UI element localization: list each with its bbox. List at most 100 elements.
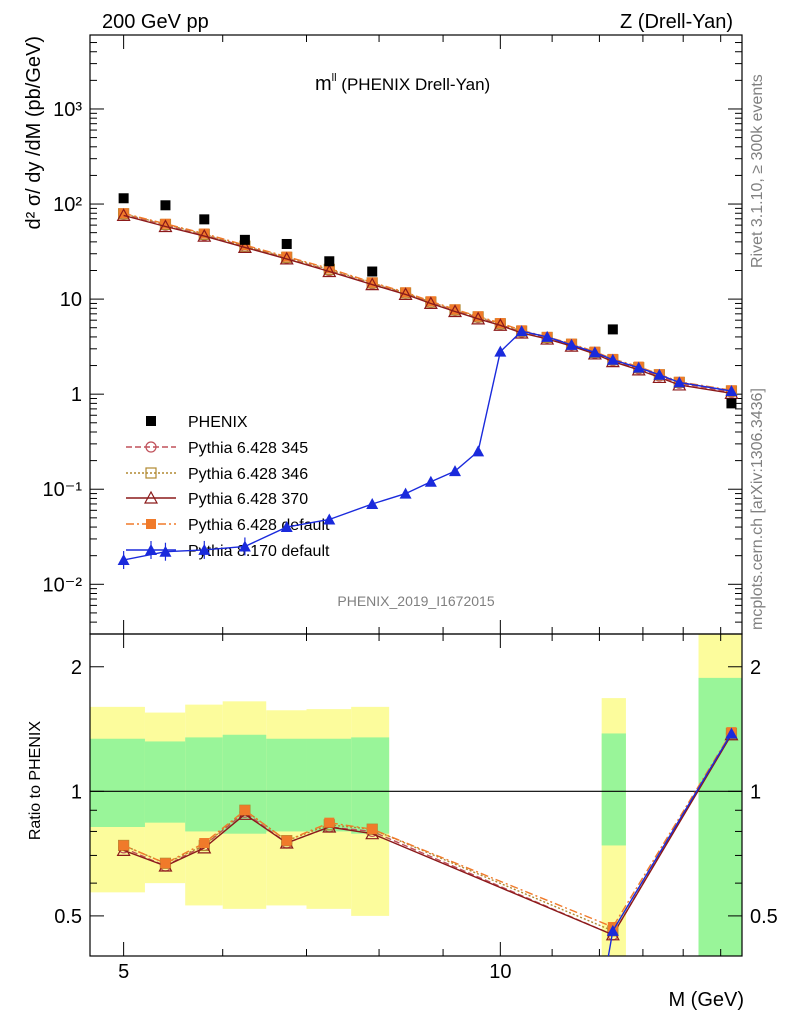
main-point-p370 <box>279 251 294 265</box>
main-point-p8 <box>449 465 462 477</box>
header-left-label: 200 GeV pp <box>102 11 209 33</box>
main-point-p8 <box>606 353 619 365</box>
ratio-point-pdef6 <box>160 858 171 869</box>
x-axis-title: M (GeV) <box>668 989 744 1011</box>
main-point-pdef6 <box>473 311 484 322</box>
main-point-pdef6 <box>495 318 506 329</box>
main-point-p8 <box>159 545 172 557</box>
ratio-point-pdef6 <box>239 805 250 816</box>
main-point-pdef6 <box>199 228 210 239</box>
main-series-phenix <box>118 193 737 409</box>
main-point-p370 <box>158 219 173 233</box>
main-y-tick-label: 10 <box>60 289 82 311</box>
ratio-band-green-6 <box>351 737 390 834</box>
main-point-pdef6 <box>281 251 292 262</box>
main-point-phenix <box>281 238 292 249</box>
main-point-p8 <box>198 543 211 555</box>
ratio-band-green-0 <box>90 738 145 827</box>
main-point-p8 <box>238 540 251 552</box>
ratio-point-pdef6 <box>281 835 292 846</box>
main-point-p370 <box>493 318 508 331</box>
main-point-phenix <box>607 324 618 335</box>
main-point-p370 <box>197 228 212 242</box>
main-point-p8 <box>632 361 645 373</box>
ratio-band-green-7 <box>601 733 626 846</box>
plot-title-rest: (PHENIX Drell-Yan) <box>337 75 491 94</box>
plot-title-main: m <box>315 73 332 95</box>
main-point-p370 <box>365 277 380 291</box>
main-y-tick-label: 1 <box>71 384 82 406</box>
ratio-point-pdef6 <box>367 824 378 835</box>
main-series-line-p370 <box>123 214 732 394</box>
main-point-pdef6 <box>324 263 335 274</box>
ratio-band-green-4 <box>266 738 307 832</box>
legend-marker-p370 <box>143 490 159 504</box>
main-point-p8 <box>588 346 601 358</box>
main-point-phenix <box>324 256 335 267</box>
ratio-y-tick-label-right: 0.5 <box>750 906 778 928</box>
main-point-p8 <box>494 345 507 357</box>
main-point-pdef6 <box>239 240 250 251</box>
main-point-pdef6 <box>425 296 436 307</box>
main-point-p8 <box>424 475 437 487</box>
main-point-phenix <box>367 266 378 277</box>
main-point-p370 <box>398 287 413 301</box>
main-point-p370 <box>423 296 438 310</box>
legend-symbol-p8 <box>126 541 176 559</box>
ratio-y-tick-label-left: 1 <box>71 781 82 803</box>
main-point-phenix <box>239 234 250 245</box>
main-point-p370 <box>322 264 337 278</box>
main-point-p8 <box>472 445 485 457</box>
main-point-p8 <box>323 513 336 525</box>
main-point-p8 <box>280 521 293 533</box>
legend-symbol-phenix <box>146 416 156 426</box>
analysis-id-label: PHENIX_2019_I1672015 <box>337 593 494 609</box>
legend-marker-p345 <box>145 441 157 453</box>
ratio-y-tick-label-right: 1 <box>750 781 761 803</box>
legend-label-pdef6: Pythia 6.428 default <box>188 517 330 534</box>
main-point-p8 <box>117 554 130 566</box>
main-point-p370 <box>448 304 463 318</box>
main-point-phenix <box>160 200 171 211</box>
ratio-band-green-2 <box>185 737 223 832</box>
main-point-pdef6 <box>118 208 129 219</box>
side-label-rivet: Rivet 3.1.10, ≥ 300k events <box>749 74 766 268</box>
main-point-p370 <box>237 240 252 253</box>
ratio-point-pdef6 <box>324 817 335 828</box>
ratio-point-pdef6 <box>199 838 210 849</box>
main-point-p8 <box>515 325 528 337</box>
ratio-band-green-8 <box>698 677 742 956</box>
plot-title: mll (PHENIX Drell-Yan) <box>315 72 490 95</box>
ratio-y-axis-title: Ratio to PHENIX <box>27 721 44 840</box>
legend-marker-p346 <box>145 467 157 479</box>
main-point-pdef6 <box>400 287 411 298</box>
main-series-p8 <box>117 325 738 570</box>
x-tick-label: 5 <box>118 961 129 983</box>
x-tick-label: 10 <box>489 961 511 983</box>
ratio-y-tick-label-left: 0.5 <box>54 906 82 928</box>
side-label-mcplots: mcplots.cern.ch [arXiv:1306.3436] <box>749 388 766 630</box>
ratio-point-p8 <box>606 924 619 936</box>
main-point-phenix <box>726 398 737 409</box>
ratio-plot-frame <box>89 633 743 957</box>
ratio-y-tick-label-right: 2 <box>750 657 761 679</box>
ratio-band-green-1 <box>144 741 186 823</box>
main-point-p8 <box>541 330 554 342</box>
main-point-p8 <box>565 338 578 350</box>
main-point-p370 <box>471 311 486 325</box>
main-y-tick-label: 10⁻¹ <box>43 479 83 501</box>
legend-marker-p8 <box>145 544 157 555</box>
ratio-y-tick-label-left: 2 <box>71 657 82 679</box>
ratio-band-green-5 <box>306 738 352 832</box>
legend-marker-pdef6 <box>146 519 156 529</box>
main-y-axis-title: d² σ/ dy /dM (pb/GeV) <box>23 36 45 230</box>
main-y-tick-label: 10⁻² <box>43 574 83 596</box>
chart-marks: 10⁻² 10⁻¹ 1 10 10² 10³ 0.5 0.5 1 1 2 2 5 10 <box>43 34 778 983</box>
main-point-pdef6 <box>450 304 461 315</box>
main-point-pdef6 <box>160 218 171 229</box>
main-point-p8 <box>725 384 738 396</box>
legend-label-p346: Pythia 6.428 346 <box>188 466 308 483</box>
main-point-phenix <box>199 214 210 225</box>
main-y-tick-label: 10³ <box>53 99 82 121</box>
legend-marker-phenix <box>146 416 156 426</box>
